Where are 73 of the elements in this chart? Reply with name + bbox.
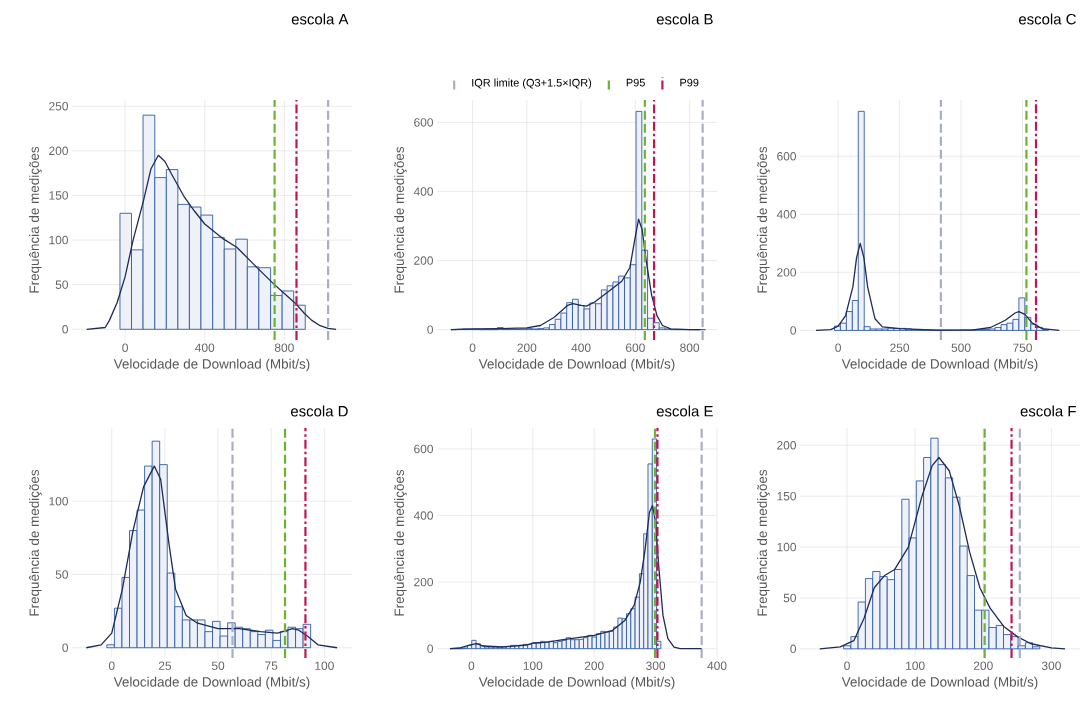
y-tick-label: 400 (413, 187, 434, 196)
x-tick-label: 400 (707, 661, 727, 670)
y-tick-label: 400 (776, 210, 797, 219)
x-axis-title: Velocidade de Download (Mbit/s) (478, 676, 675, 690)
x-tick-label: 300 (1041, 661, 1061, 670)
x-axis-title: Velocidade de Download (Mbit/s) (113, 676, 310, 690)
y-tick-label: 200 (414, 256, 434, 265)
y-tick-label: 0 (427, 325, 434, 334)
y-tick-label: 150 (49, 191, 69, 200)
x-tick-label: 200 (584, 661, 604, 670)
x-tick-label: 0 (835, 343, 841, 352)
chart-title: escola B (656, 13, 713, 25)
y-tick-label: 200 (414, 577, 434, 587)
legend-label: P99 (680, 78, 699, 87)
y-tick-label: 100 (777, 542, 797, 552)
x-tick-label: 400 (195, 343, 215, 352)
x-tick-label: 75 (265, 661, 278, 670)
x-tick-label: 800 (274, 343, 294, 352)
y-tick-label: 150 (777, 491, 797, 501)
y-axis-title: Frequência de medições (394, 146, 407, 293)
chart-title: escola F (1020, 405, 1076, 417)
x-tick-label: 500 (951, 343, 971, 352)
x-tick-label: 0 (108, 661, 115, 670)
legend-label: IQR limite (Q3+1.5×IQR) (472, 78, 592, 89)
y-tick-label: 600 (414, 118, 434, 127)
y-tick-label: 50 (55, 280, 69, 289)
chart-title: escola D (290, 405, 348, 417)
chart-title: escola E (656, 405, 713, 417)
y-axis-title: Frequência de medições (394, 469, 407, 616)
x-tick-label: 800 (680, 343, 700, 352)
y-tick-label: 100 (49, 235, 69, 245)
x-tick-label: 50 (211, 661, 225, 670)
y-tick-label: 100 (49, 497, 69, 506)
x-tick-label: 0 (469, 343, 476, 352)
y-tick-label: 400 (413, 511, 434, 520)
x-tick-label: 100 (315, 661, 334, 670)
y-tick-label: 0 (790, 326, 797, 335)
x-tick-label: 600 (625, 343, 645, 352)
x-tick-label: 100 (906, 661, 925, 670)
y-tick-label: 50 (55, 570, 69, 579)
y-axis-title: Frequência de medições (29, 146, 42, 293)
x-tick-label: 300 (646, 661, 666, 670)
y-tick-label: 200 (777, 441, 797, 450)
x-tick-label: 100 (523, 661, 543, 670)
y-tick-label: 200 (777, 268, 797, 277)
x-tick-label: 200 (517, 343, 537, 352)
y-axis-title: Frequência de medições (757, 469, 770, 616)
y-tick-label: 0 (62, 643, 69, 652)
x-axis-title: Velocidade de Download (Mbit/s) (113, 358, 310, 372)
x-tick-label: 0 (468, 661, 475, 670)
x-tick-label: 400 (571, 343, 591, 352)
y-tick-label: 0 (790, 644, 797, 654)
y-tick-label: 250 (49, 102, 69, 111)
y-tick-label: 200 (49, 146, 69, 156)
y-tick-label: 600 (777, 152, 797, 161)
x-tick-label: 200 (973, 661, 993, 670)
y-axis-title: Frequência de medições (757, 146, 770, 293)
ref-line-label: P95 (626, 78, 645, 87)
x-axis-title: Velocidade de Download (Mbit/s) (478, 358, 675, 372)
chart-title: escola C (1018, 13, 1076, 25)
chart-title: escola A (291, 13, 349, 25)
x-tick-label: 0 (844, 661, 850, 670)
y-tick-label: 50 (783, 593, 797, 603)
y-tick-label: 600 (414, 444, 434, 454)
x-tick-label: 0 (122, 343, 128, 352)
x-axis-title: Velocidade de Download (Mbit/s) (841, 358, 1038, 372)
y-axis-title: Frequência de medições (29, 469, 42, 616)
x-tick-label: 25 (158, 661, 172, 670)
y-tick-label: 0 (427, 644, 434, 653)
x-axis-title: Velocidade de Download (Mbit/s) (841, 676, 1038, 690)
y-tick-label: 0 (62, 325, 69, 334)
x-tick-label: 250 (890, 343, 910, 352)
x-tick-label: 750 (1013, 343, 1032, 352)
